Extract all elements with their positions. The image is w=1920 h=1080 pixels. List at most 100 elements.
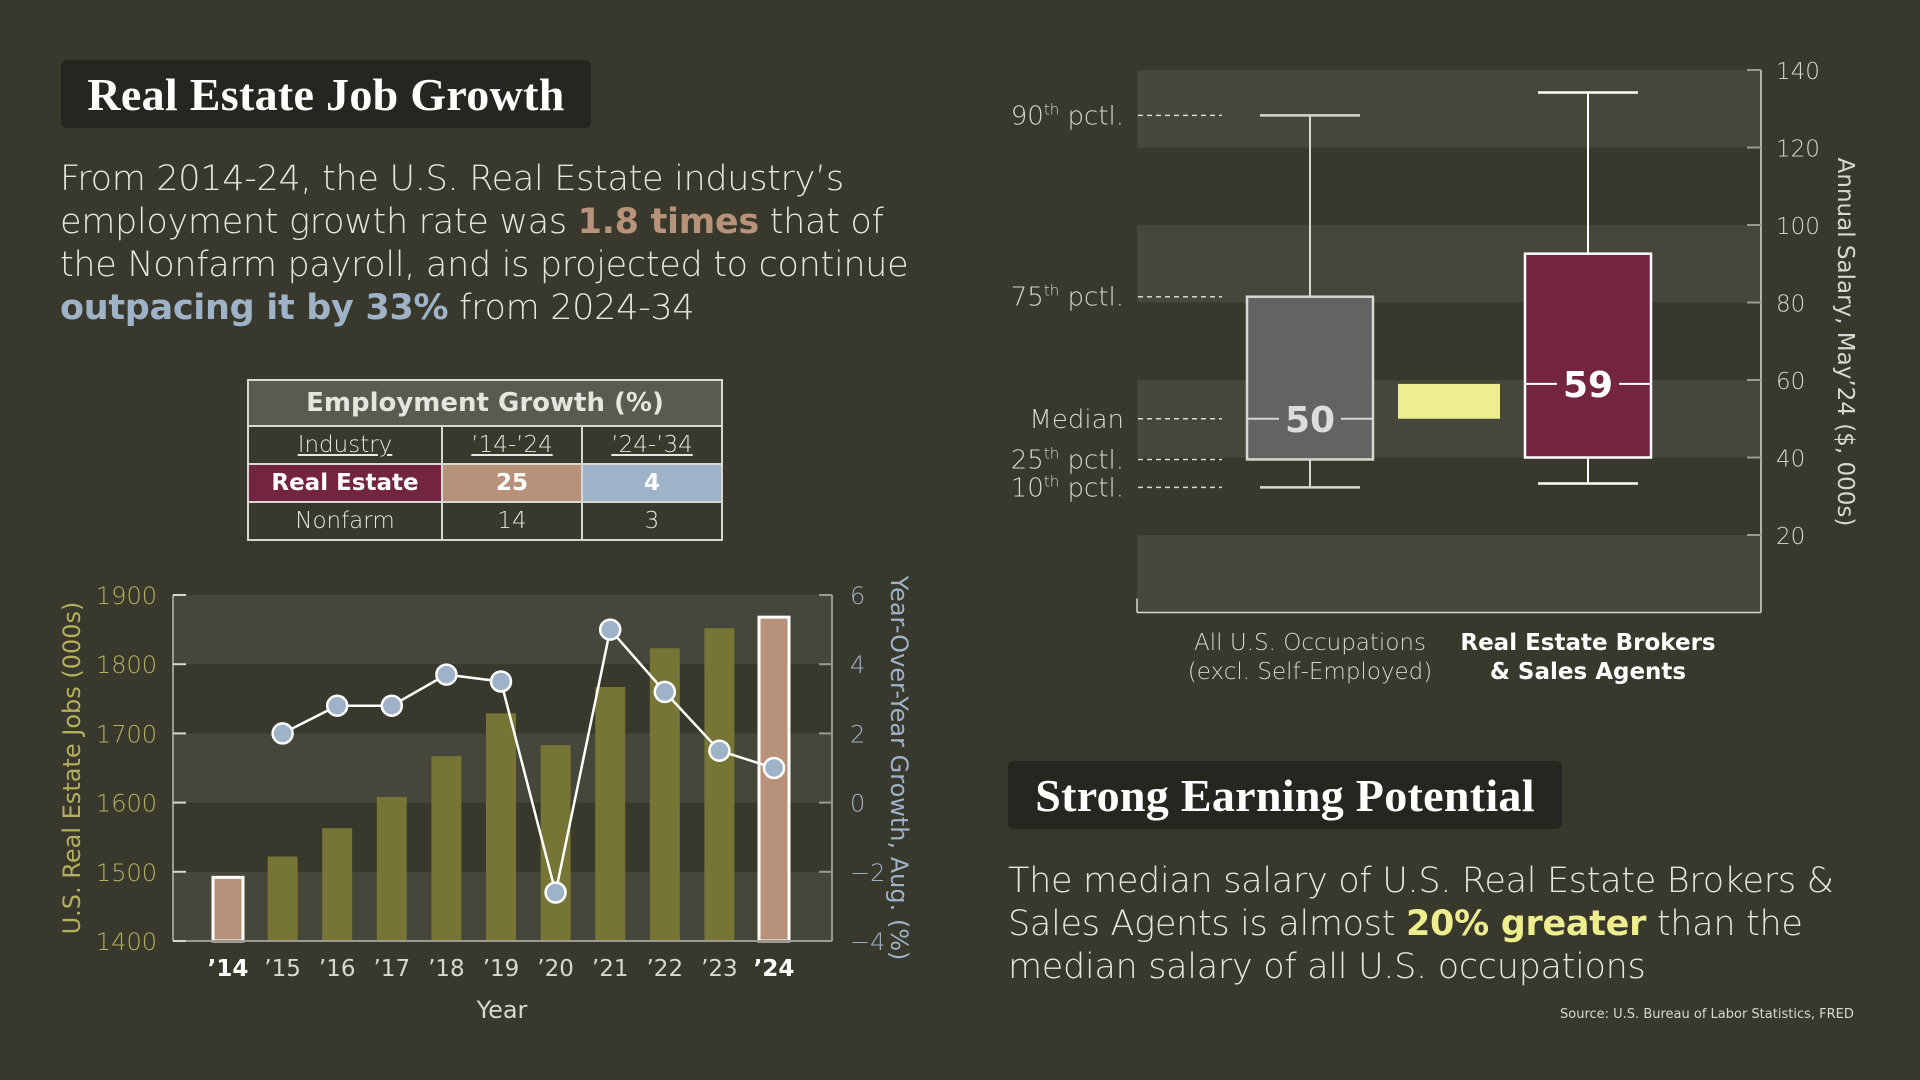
- right-tick-label: 6: [850, 582, 865, 610]
- column-header-24-34: ’24-’34: [581, 425, 723, 465]
- grid-band: [1137, 70, 1761, 148]
- yoy-point: [380, 694, 404, 717]
- grid-band: [173, 871, 832, 941]
- source-note: Source: U.S. Bureau of Labor Statistics,…: [1560, 1007, 1854, 1022]
- right-tick-label: 2: [850, 720, 865, 748]
- section-title-text: Real Estate Job Growth: [87, 68, 565, 120]
- x-tick-label: ’15: [264, 956, 301, 982]
- percentile-label-10: 10th pctl.: [1011, 472, 1124, 503]
- left-tick-label: 1900: [96, 582, 157, 610]
- yoy-point: [271, 722, 294, 745]
- right-axis-title: Annual Salary, May’24 ($, 000s): [1832, 158, 1858, 527]
- cell-industry: Nonfarm: [247, 501, 443, 541]
- paragraph-text: The median salary of U.S. Real Estate Br…: [1008, 861, 1834, 944]
- right-tick-label: 140: [1776, 59, 1820, 85]
- right-tick-label: 20: [1776, 524, 1805, 550]
- yoy-growth-line: [282, 626, 775, 893]
- x-tick-label: ’14: [208, 956, 249, 982]
- table-row: Real Estate 25 4: [247, 463, 723, 503]
- yoy-point: [325, 694, 349, 717]
- x-tick-label: ’24: [754, 956, 795, 982]
- iqr-box: [1523, 252, 1653, 459]
- bar-22: [649, 648, 680, 941]
- right-tick-label: 100: [1776, 214, 1820, 240]
- percentile-label-75: 75th pctl.: [1011, 282, 1124, 313]
- left-tick-label: 1800: [96, 651, 157, 679]
- x-tick-label: ’20: [537, 956, 574, 982]
- cell-industry: Real Estate: [247, 463, 443, 503]
- left-tick-label: 1600: [96, 790, 157, 818]
- median-difference-bar: [1398, 383, 1500, 419]
- x-tick-label: ’22: [647, 956, 684, 982]
- category-label: & Sales Agents: [1490, 659, 1686, 685]
- paragraph-text: that of the Nonfarm payroll, and is proj…: [60, 202, 909, 285]
- bar-19: [486, 713, 516, 941]
- grid-band: [1137, 535, 1761, 613]
- right-tick-label: 80: [1776, 292, 1805, 318]
- grid-band: [1137, 302, 1761, 380]
- category-label: (excl. Self-Employed): [1188, 659, 1432, 685]
- x-tick-label: ’16: [319, 956, 356, 982]
- left-tick-label: 1400: [96, 928, 157, 956]
- bar-17: [376, 797, 407, 941]
- bar-21: [595, 687, 626, 941]
- percentile-label-median: Median: [1029, 405, 1124, 435]
- left-tick-label: 1700: [96, 720, 157, 748]
- cell-value: 14: [441, 501, 583, 541]
- table-row: Nonfarm 14 3: [247, 501, 723, 541]
- section-title-text: Strong Earning Potential: [1035, 769, 1535, 821]
- grid-band: [173, 664, 832, 734]
- yoy-point: [653, 680, 677, 704]
- category-label: All U.S. Occupations: [1194, 630, 1426, 656]
- right-tick-label: −4: [850, 928, 885, 956]
- bar-15: [267, 856, 298, 941]
- x-tick-label: ’17: [374, 956, 411, 982]
- earning-paragraph: The median salary of U.S. Real Estate Br…: [1008, 860, 1908, 989]
- employment-growth-table: Employment Growth (%) Industry ’14-’24 ’…: [247, 379, 723, 541]
- bar-16: [322, 828, 353, 941]
- right-axis-title: Year-Over-Year Growth, Aug. (%): [885, 575, 913, 961]
- highlight-20-percent: 20% greater: [1405, 904, 1647, 944]
- highlight-1-8-times: 1.8 times: [577, 202, 760, 242]
- highlight-outpacing: outpacing it by 33%: [60, 288, 449, 328]
- right-tick-label: 0: [850, 790, 865, 818]
- iqr-box: [1245, 295, 1375, 461]
- grid-band: [173, 802, 832, 872]
- grid-band: [173, 595, 832, 665]
- paragraph-text: From 2014-24, the U.S. Real Estate indus…: [60, 159, 844, 242]
- yoy-point: [708, 739, 731, 762]
- bar-24: [757, 615, 791, 943]
- right-tick-label: 40: [1776, 447, 1805, 473]
- left-tick-label: 1500: [96, 859, 157, 887]
- yoy-point: [598, 618, 622, 641]
- percentile-label-25: 25th pctl.: [1011, 444, 1124, 475]
- bar-23: [704, 628, 735, 941]
- section-title-earning-potential: Strong Earning Potential: [1008, 761, 1562, 829]
- cell-value: 3: [581, 501, 723, 541]
- grid-band: [1137, 457, 1761, 535]
- category-label: Real Estate Brokers: [1460, 630, 1715, 656]
- column-header-industry: Industry: [247, 425, 443, 465]
- column-header-14-24: ’14-’24: [441, 425, 583, 465]
- grid-band: [1137, 147, 1761, 225]
- right-tick-label: 4: [850, 651, 865, 679]
- table-title: Employment Growth (%): [247, 379, 723, 427]
- right-tick-label: 60: [1776, 369, 1805, 395]
- x-tick-label: ’23: [701, 956, 738, 982]
- percentile-label-90: 90th pctl.: [1011, 100, 1124, 131]
- x-tick-label: ’21: [592, 956, 629, 982]
- grid-band: [1137, 225, 1761, 303]
- x-axis-title: Year: [476, 996, 528, 1024]
- yoy-point: [435, 663, 458, 686]
- paragraph-text: than the median salary of all U.S. occup…: [1008, 904, 1803, 987]
- cell-value: 25: [441, 463, 583, 503]
- right-tick-label: −2: [850, 859, 885, 887]
- job-growth-paragraph: From 2014-24, the U.S. Real Estate indus…: [60, 158, 920, 330]
- paragraph-text: from 2024-34: [448, 288, 695, 328]
- section-title-job-growth: Real Estate Job Growth: [61, 60, 591, 128]
- yoy-point: [762, 756, 786, 780]
- grid-band: [1137, 380, 1761, 458]
- median-value-label: 59: [1563, 365, 1613, 406]
- left-axis-title: U.S. Real Estate Jobs (000s): [58, 602, 86, 935]
- x-tick-label: ’19: [483, 956, 520, 982]
